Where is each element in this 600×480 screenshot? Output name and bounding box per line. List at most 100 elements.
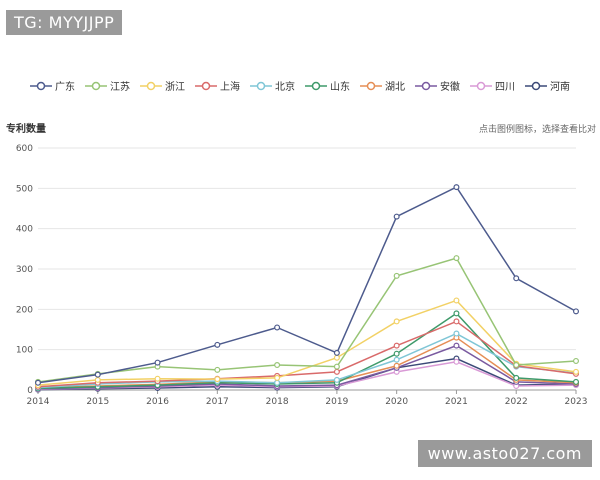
y-tick-label: 0 — [27, 386, 33, 396]
data-point — [274, 361, 281, 368]
data-point — [34, 379, 41, 386]
y-tick-label: 200 — [16, 305, 33, 315]
series-line — [37, 186, 577, 384]
data-point — [94, 376, 101, 383]
data-point — [572, 357, 579, 364]
series-line — [37, 320, 577, 388]
legend-label: 山东 — [330, 82, 350, 93]
x-tick-label: 2021 — [445, 397, 468, 407]
legend-label: 广东 — [55, 82, 75, 93]
legend-item[interactable]: 北京 — [250, 78, 295, 93]
legend-line-icon — [525, 81, 547, 90]
data-point — [274, 374, 281, 381]
data-point — [274, 379, 281, 386]
data-point — [393, 213, 400, 220]
data-point — [393, 356, 400, 363]
legend-line-icon — [415, 81, 437, 90]
watermark-bottom: www.asto027.com — [417, 440, 592, 467]
data-point — [513, 275, 520, 282]
data-point — [333, 376, 340, 383]
data-point — [274, 324, 281, 331]
y-axis-label: 专利数量 — [6, 124, 46, 135]
legend-line-icon — [250, 81, 272, 90]
series-line — [37, 336, 577, 389]
series-line — [37, 299, 577, 386]
legend-label: 浙江 — [165, 82, 185, 93]
data-point — [333, 354, 340, 361]
data-point — [393, 350, 400, 357]
data-point — [333, 363, 340, 370]
data-point — [513, 374, 520, 381]
legend-line-icon — [30, 81, 52, 90]
data-point — [214, 366, 221, 373]
x-tick-label: 2017 — [206, 397, 229, 407]
data-point — [453, 318, 460, 325]
x-tick-label: 2014 — [27, 397, 50, 407]
series-line — [37, 312, 577, 390]
x-tick-label: 2020 — [385, 397, 408, 407]
legend-line-icon — [305, 81, 327, 90]
legend-item[interactable]: 安徽 — [415, 78, 460, 93]
data-point — [333, 368, 340, 375]
y-tick-label: 400 — [16, 225, 33, 235]
legend-item[interactable]: 河南 — [525, 78, 570, 93]
series-line — [37, 257, 577, 383]
data-point — [453, 184, 460, 191]
data-point — [393, 272, 400, 279]
data-point — [214, 376, 221, 383]
x-tick-label: 2016 — [146, 397, 169, 407]
legend-item[interactable]: 四川 — [470, 78, 515, 93]
legend-line-icon — [195, 81, 217, 90]
data-point — [572, 378, 579, 385]
data-point — [154, 375, 161, 382]
legend-label: 北京 — [275, 82, 295, 93]
legend: 广东 江苏 浙江 上海 北京 山东 湖北 安徽 四川 河南 — [30, 78, 570, 93]
watermark-top: TG: MYYJJPP — [6, 10, 123, 35]
data-point — [393, 342, 400, 349]
x-tick-label: 2019 — [325, 397, 348, 407]
x-tick-label: 2022 — [505, 397, 528, 407]
x-tick-label: 2023 — [565, 397, 588, 407]
legend-label: 河南 — [550, 82, 570, 93]
data-point — [513, 361, 520, 368]
legend-item[interactable]: 山东 — [305, 78, 350, 93]
legend-label: 上海 — [220, 82, 240, 93]
legend-item[interactable]: 上海 — [195, 78, 240, 93]
y-tick-label: 600 — [16, 144, 33, 154]
data-point — [453, 255, 460, 262]
data-point — [572, 308, 579, 315]
data-point — [94, 371, 101, 378]
x-tick-label: 2015 — [86, 397, 109, 407]
data-point — [214, 341, 221, 348]
series-line — [37, 344, 577, 390]
legend-item[interactable]: 浙江 — [140, 78, 185, 93]
legend-label: 四川 — [495, 82, 515, 93]
y-tick-label: 300 — [16, 265, 33, 275]
series-line — [37, 357, 577, 391]
y-tick-label: 500 — [16, 184, 33, 194]
legend-line-icon — [360, 81, 382, 90]
legend-label: 安徽 — [440, 82, 460, 93]
legend-line-icon — [140, 81, 162, 90]
data-point — [572, 368, 579, 375]
legend-label: 江苏 — [110, 82, 130, 93]
data-point — [333, 349, 340, 356]
data-point — [453, 330, 460, 337]
hint-text: 点击图例图标，选择查看比对 — [478, 125, 596, 135]
legend-line-icon — [470, 81, 492, 90]
series-line — [37, 332, 577, 389]
legend-line-icon — [85, 81, 107, 90]
data-point — [453, 342, 460, 349]
legend-item[interactable]: 广东 — [30, 78, 75, 93]
data-point — [453, 297, 460, 304]
data-point — [393, 362, 400, 369]
legend-item[interactable]: 江苏 — [85, 78, 130, 93]
legend-item[interactable]: 湖北 — [360, 78, 405, 93]
data-point — [453, 358, 460, 365]
y-tick-label: 100 — [16, 346, 33, 356]
legend-label: 湖北 — [385, 82, 405, 93]
data-point — [154, 359, 161, 366]
data-point — [453, 310, 460, 317]
x-tick-label: 2018 — [266, 397, 289, 407]
